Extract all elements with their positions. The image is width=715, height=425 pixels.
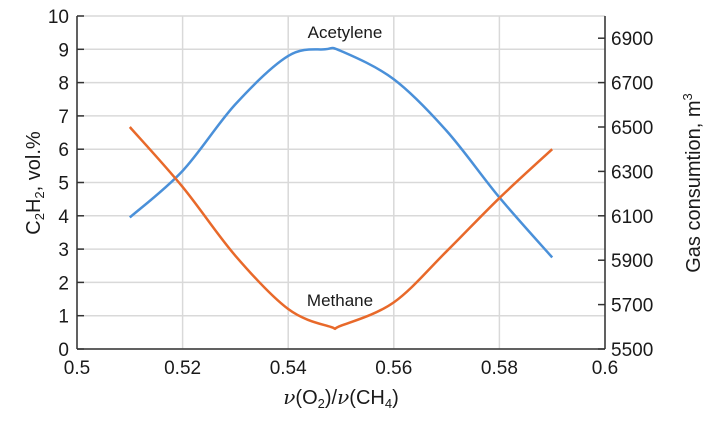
x-tick-label: 0.58	[481, 358, 518, 379]
y2-axis-title: Gas consumtion, m3	[680, 93, 705, 273]
series-label-acetylene: Acetylene	[308, 23, 383, 42]
series-line-acetylene	[128, 46, 554, 259]
y-axis-title: C2H2, vol.%	[23, 131, 47, 235]
y-tick-label: 1	[58, 307, 69, 328]
series-label-methane: Methane	[307, 291, 373, 310]
y-tick-label: 9	[58, 40, 69, 61]
y2-tick-label: 5500	[611, 340, 653, 361]
x-axis-title: ν(O2)/ν(CH4)	[283, 385, 399, 411]
y2-tick-label: 6500	[611, 118, 653, 139]
x-tick-label: 0.5	[64, 358, 90, 379]
y-tick-label: 2	[58, 273, 69, 294]
y-tick-label: 10	[48, 7, 69, 28]
y-tick-label: 6	[58, 140, 69, 161]
y-tick-label: 7	[58, 107, 69, 128]
axes	[76, 15, 606, 350]
y2-tick-label: 6100	[611, 207, 653, 228]
y-tick-label: 3	[58, 240, 69, 261]
tick-labels: 0.5 0.52 0.54 0.56 0.58 0.6 0 1 2 3 4 5 6 7 8 9 10 5500 57…	[48, 7, 653, 379]
x-tick-label: 0.52	[164, 358, 201, 379]
y2-tick-label: 6300	[611, 162, 653, 183]
y2-tick-label: 6900	[611, 29, 653, 50]
x-tick-label: 0.56	[375, 358, 412, 379]
y-tick-label: 5	[58, 174, 69, 195]
y-tick-label: 4	[58, 207, 69, 228]
x-tick-label: 0.54	[270, 358, 307, 379]
y2-tick-label: 5700	[611, 296, 653, 317]
y2-tick-label: 5900	[611, 251, 653, 272]
y-tick-label: 0	[58, 340, 69, 361]
series-line-methane	[128, 126, 554, 331]
y-tick-label: 8	[58, 74, 69, 95]
series-lines	[128, 46, 554, 331]
y2-tick-label: 6700	[611, 74, 653, 95]
x-tick-label: 0.6	[592, 358, 618, 379]
